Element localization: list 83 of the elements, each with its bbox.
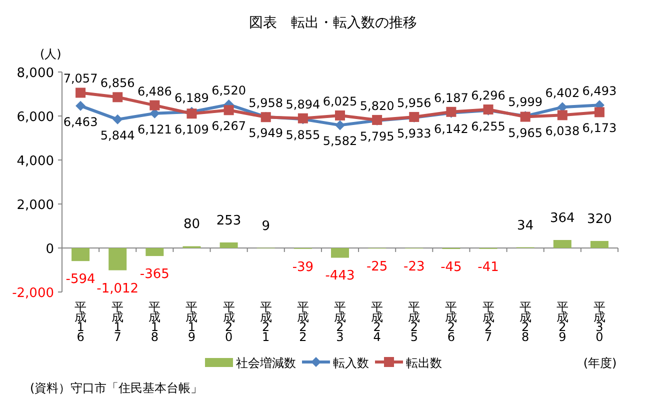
y-tick-label: 6,000 bbox=[16, 110, 54, 125]
legend-label: 社会増減数 bbox=[236, 356, 296, 370]
data-label: 5,844 bbox=[100, 128, 135, 142]
chart-title: 図表 転出・転入数の推移 bbox=[249, 15, 417, 31]
data-label: 6,109 bbox=[174, 122, 209, 137]
point bbox=[335, 110, 345, 120]
data-label: -25 bbox=[366, 260, 388, 275]
data-label: 6,121 bbox=[137, 122, 172, 136]
x-tick-label: 平成21 bbox=[260, 300, 272, 344]
data-label: 5,956 bbox=[396, 96, 432, 110]
data-label: -594 bbox=[66, 272, 96, 288]
text: (資料）守口市「住民基本台帳」 bbox=[30, 381, 203, 395]
data-label: 253 bbox=[216, 213, 242, 228]
data-label: -23 bbox=[404, 260, 425, 275]
data-label: 6,038 bbox=[545, 124, 580, 138]
data-label: -443 bbox=[325, 268, 355, 284]
x-tick-label: 平成25 bbox=[408, 300, 420, 344]
data-label: 5,999 bbox=[508, 95, 543, 110]
data-label: 5,958 bbox=[248, 96, 284, 110]
data-label: 6,402 bbox=[545, 86, 580, 100]
data-label: 80 bbox=[183, 217, 200, 232]
data-label: 5,820 bbox=[360, 98, 394, 113]
data-label: 6,267 bbox=[212, 119, 246, 134]
x-tick-label: 平成28 bbox=[519, 300, 532, 344]
x-tick-label: 平成27 bbox=[482, 300, 494, 344]
data-label: 6,463 bbox=[63, 114, 98, 129]
point bbox=[594, 107, 604, 118]
data-label: -41 bbox=[478, 260, 499, 275]
data-label: -45 bbox=[440, 260, 462, 275]
data-label: -1,012 bbox=[96, 281, 139, 296]
data-label: 5,949 bbox=[248, 126, 284, 140]
data-label: 6,187 bbox=[434, 90, 468, 105]
data-label: 34 bbox=[517, 218, 534, 234]
legend-label: 転出数 bbox=[406, 356, 442, 370]
data-label: 6,173 bbox=[582, 121, 617, 136]
x-tick-label: 平成20 bbox=[222, 300, 235, 344]
point bbox=[335, 120, 345, 130]
data-label: 9 bbox=[262, 218, 270, 234]
point bbox=[112, 92, 123, 102]
data-label: 6,296 bbox=[471, 88, 506, 102]
x-tick-label: 平成16 bbox=[74, 300, 87, 344]
data-label: 320 bbox=[587, 212, 612, 227]
point bbox=[150, 100, 160, 110]
data-label: 6,486 bbox=[137, 84, 172, 98]
data-label: 5,933 bbox=[396, 126, 432, 140]
data-label: -365 bbox=[140, 267, 170, 282]
data-label: 364 bbox=[550, 210, 575, 226]
data-label: 6,255 bbox=[471, 119, 506, 134]
x-axis-title: (年度) bbox=[583, 356, 617, 370]
legend-label: 転入数 bbox=[333, 356, 369, 370]
y-tick-label: 0 bbox=[46, 242, 54, 257]
data-label: 6,142 bbox=[434, 122, 468, 136]
x-tick-label: 平成26 bbox=[445, 300, 458, 344]
y-tick-label: 4,000 bbox=[16, 154, 54, 169]
x-tick-label: 平成24 bbox=[371, 300, 384, 344]
data-label: 7,057 bbox=[63, 72, 98, 86]
point bbox=[76, 88, 86, 98]
data-label: 6,025 bbox=[322, 94, 358, 108]
point bbox=[224, 105, 234, 116]
y-axis-title: (人) bbox=[40, 47, 62, 61]
data-label: 6,189 bbox=[174, 90, 209, 105]
x-tick-label: 平成23 bbox=[334, 300, 346, 344]
data-label: 6,493 bbox=[582, 84, 617, 98]
point bbox=[112, 114, 123, 124]
y-tick-label: 8,000 bbox=[16, 66, 54, 81]
x-tick-label: 平成29 bbox=[556, 300, 568, 344]
x-tick-label: 平成22 bbox=[296, 300, 309, 344]
x-tick-label: 平成17 bbox=[112, 300, 124, 344]
data-label: 5,582 bbox=[322, 134, 358, 148]
y-tick-label: 2,000 bbox=[16, 198, 54, 213]
data-label: 5,894 bbox=[286, 97, 320, 112]
x-tick-label: 平成18 bbox=[148, 300, 161, 344]
data-label: 6,520 bbox=[212, 84, 246, 98]
x-tick-label: 平成30 bbox=[593, 300, 606, 344]
data-label: 5,855 bbox=[286, 128, 320, 142]
y-tick-label: -2,000 bbox=[12, 286, 54, 301]
data-label: 6,856 bbox=[100, 76, 135, 90]
x-tick-label: 平成19 bbox=[186, 300, 198, 344]
data-label: 5,795 bbox=[360, 130, 394, 144]
point bbox=[76, 100, 86, 111]
data-label: 5,965 bbox=[508, 126, 543, 140]
data-label: -39 bbox=[292, 260, 314, 275]
point bbox=[557, 110, 568, 120]
